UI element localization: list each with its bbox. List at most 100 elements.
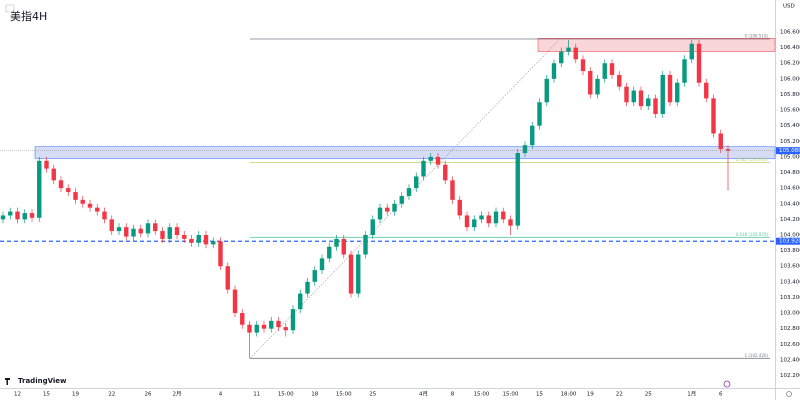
candle-body xyxy=(421,160,426,177)
y-tick-label: 105.400 xyxy=(780,123,800,129)
x-tick-label: 19 xyxy=(72,392,79,398)
candle-body xyxy=(44,160,49,169)
x-tick-label: 15:00 xyxy=(474,392,490,398)
candle-body xyxy=(269,320,274,329)
y-tick-label: 104.400 xyxy=(780,201,800,207)
candle-body xyxy=(486,215,491,224)
candle-body xyxy=(66,188,71,193)
candle-body xyxy=(551,63,557,79)
candle-body xyxy=(443,164,448,181)
candle-body xyxy=(37,160,42,218)
candle-body xyxy=(501,211,506,220)
y-tick-label: 104.600 xyxy=(780,186,800,192)
x-tick-label: 25 xyxy=(369,392,376,398)
y-tick-label: 106.000 xyxy=(780,76,800,82)
x-tick-label: 15:00 xyxy=(503,392,519,398)
candle-body xyxy=(464,215,470,228)
candle-body xyxy=(530,125,535,146)
candle-body xyxy=(95,207,100,212)
x-tick-label: 25 xyxy=(645,392,652,398)
x-tick-label: 4月 xyxy=(419,391,428,398)
candle-body xyxy=(704,82,709,99)
price-zone xyxy=(537,38,776,52)
x-tick-label: 22 xyxy=(108,392,115,398)
candle-body xyxy=(153,223,158,232)
y-tick-label: 102.400 xyxy=(780,357,800,363)
candle-body xyxy=(573,47,578,60)
candle-body xyxy=(385,207,390,212)
x-tick-label: 18:00 xyxy=(561,392,577,398)
candle-body xyxy=(298,293,303,310)
candle-body xyxy=(544,78,549,103)
fib-label: 0 (106.510) xyxy=(745,34,769,39)
candle-body xyxy=(218,241,223,267)
y-tick-label: 105.200 xyxy=(780,139,800,145)
brand-logo xyxy=(5,378,10,385)
candle-body xyxy=(145,223,151,234)
candle-body xyxy=(457,199,462,216)
candle-body xyxy=(116,227,122,232)
fib-label: 0.382 (104.930) xyxy=(736,157,769,162)
fib-label: 0.618 (103.970) xyxy=(736,232,769,237)
candle-body xyxy=(225,266,230,290)
x-tick-label: 12 xyxy=(14,392,21,398)
candle-body xyxy=(646,98,651,107)
candle-body xyxy=(725,149,731,151)
candle-body xyxy=(189,238,194,243)
x-tick-label: 22 xyxy=(616,392,623,398)
settings-button[interactable] xyxy=(786,391,792,397)
fib-trendline xyxy=(249,38,561,359)
x-tick-label: 8 xyxy=(451,392,455,398)
candle-body xyxy=(370,219,375,235)
x-tick-label: 19 xyxy=(587,392,594,398)
x-tick-label: 6 xyxy=(719,392,723,398)
candle-body xyxy=(341,238,346,255)
candle-body xyxy=(138,228,143,234)
candle-body xyxy=(508,219,513,226)
y-tick-label: 106.400 xyxy=(780,45,800,51)
candle-body xyxy=(182,234,187,239)
candle-body xyxy=(312,270,317,282)
candle-body xyxy=(696,43,702,83)
y-tick-label: 105.800 xyxy=(780,92,800,98)
candle-body xyxy=(102,211,107,220)
candle-body xyxy=(160,231,165,239)
candle-body xyxy=(0,215,6,220)
candle-body xyxy=(334,238,339,247)
candle-body xyxy=(174,227,180,235)
collapse-button[interactable] xyxy=(5,4,15,13)
candle-body xyxy=(602,63,607,79)
y-tick-label: 104.200 xyxy=(780,217,800,223)
candle-body xyxy=(283,327,288,331)
y-tick-label: 105.000 xyxy=(780,154,800,160)
support-tag xyxy=(776,237,800,245)
candle-body xyxy=(472,219,477,228)
candle-body xyxy=(232,289,238,314)
x-tick-label: 11 xyxy=(253,392,260,398)
candle-body xyxy=(131,228,136,237)
candle-body xyxy=(261,324,267,329)
candle-body xyxy=(290,309,296,331)
event-icon[interactable] xyxy=(723,380,731,388)
last-price-label: 105.080 xyxy=(779,148,800,154)
candle-body xyxy=(653,98,658,114)
candle-body xyxy=(667,74,673,103)
x-tick-label: 15:00 xyxy=(336,392,352,398)
x-tick-label: 15 xyxy=(536,392,543,398)
currency: USD xyxy=(783,4,795,10)
candle-body xyxy=(522,145,528,154)
candle-body xyxy=(254,324,259,333)
brand: TradingView xyxy=(18,377,67,385)
x-tick-label: 1月 xyxy=(687,391,696,398)
x-tick-label: 26 xyxy=(145,392,152,398)
candle-body xyxy=(493,211,499,224)
y-tick-label: 105.600 xyxy=(780,108,800,114)
y-tick-label: 104.800 xyxy=(780,170,800,176)
y-tick-label: 103.600 xyxy=(780,264,800,270)
x-tick-label: 4 xyxy=(219,392,223,398)
y-tick-label: 102.600 xyxy=(780,342,800,348)
candle-body xyxy=(276,320,281,328)
candle-body xyxy=(718,133,723,150)
y-tick-label: 102.800 xyxy=(780,326,800,332)
